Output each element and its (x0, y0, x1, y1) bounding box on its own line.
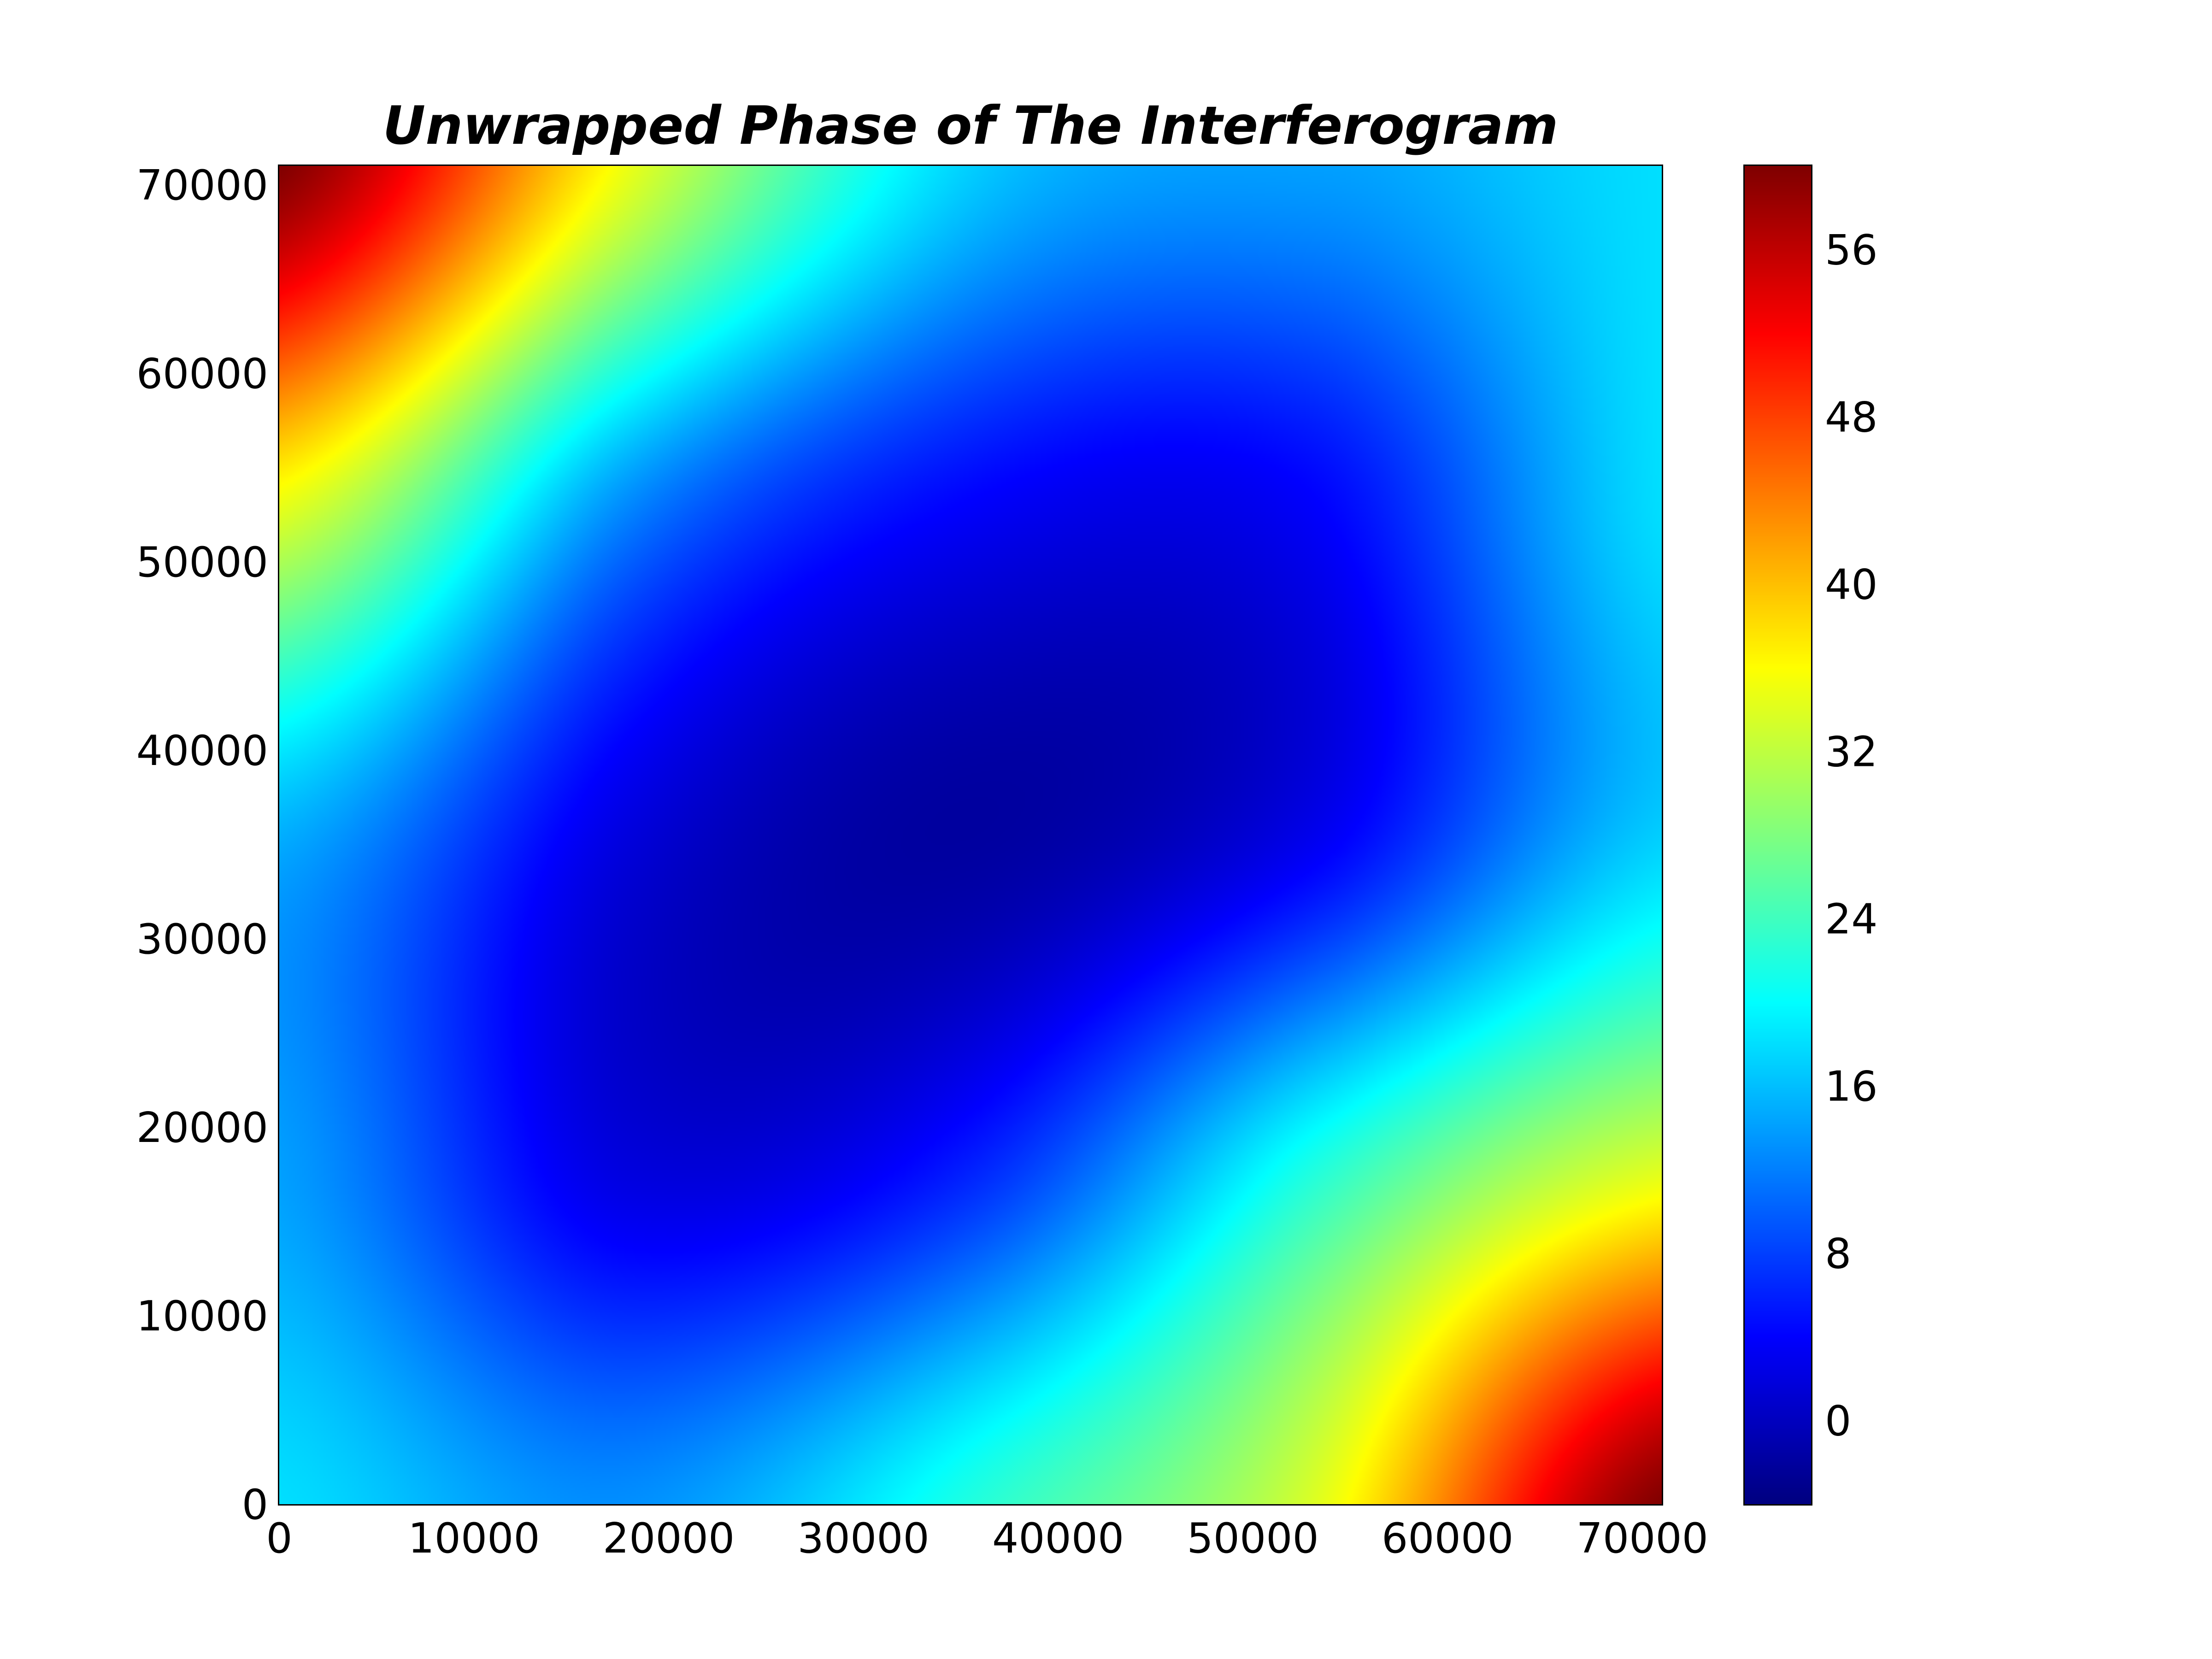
y-tick-label: 0 (242, 1481, 268, 1529)
x-tick-label: 60000 (1382, 1514, 1513, 1563)
colorbar-tick-label: 32 (1825, 728, 1878, 777)
colorbar-tick-label: 48 (1825, 394, 1878, 442)
x-tick-label: 30000 (797, 1514, 929, 1563)
x-axis: 0 10000 20000 30000 40000 50000 60000 70000 (266, 166, 1708, 1563)
colorbar-tick-label: 0 (1825, 1397, 1851, 1446)
colorbar-tick-label: 8 (1825, 1230, 1851, 1278)
colorbar-tick-label: 56 (1825, 226, 1878, 275)
colorbar-tick-label: 24 (1825, 895, 1878, 944)
x-tick-label: 40000 (992, 1514, 1124, 1563)
x-tick-label: 50000 (1187, 1514, 1319, 1563)
y-tick-label: 20000 (136, 1104, 268, 1152)
colorbar-tick-label: 40 (1825, 561, 1878, 609)
y-axis: 0 10000 20000 30000 40000 50000 60000 70000 (136, 161, 1662, 1529)
colorbar-gradient (1745, 166, 1811, 1504)
chart-title: Unwrapped Phase of The Interferogram (383, 95, 1559, 156)
x-tick-label: 10000 (408, 1514, 540, 1563)
y-tick-label: 40000 (136, 727, 268, 775)
colorbar-tick-label: 16 (1825, 1063, 1878, 1111)
y-tick-label: 10000 (136, 1292, 268, 1341)
x-tick-label: 0 (266, 1514, 292, 1563)
x-tick-label: 20000 (603, 1514, 735, 1563)
heatmap-image (279, 166, 1662, 1504)
y-tick-label: 50000 (136, 538, 268, 587)
y-tick-label: 70000 (136, 161, 268, 210)
x-tick-label: 70000 (1577, 1514, 1708, 1563)
y-tick-label: 60000 (136, 350, 268, 398)
y-tick-label: 30000 (136, 915, 268, 964)
